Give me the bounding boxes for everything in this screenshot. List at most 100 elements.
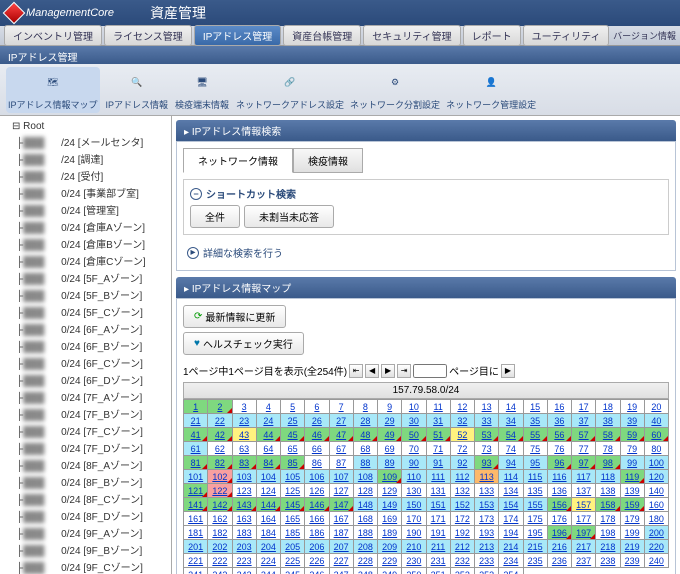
ip-cell[interactable]: 196 (547, 526, 571, 540)
ip-cell[interactable]: 233 (475, 554, 499, 568)
ip-cell[interactable]: 224 (256, 554, 280, 568)
inner-tab[interactable]: 検疫情報 (293, 148, 363, 173)
ip-cell[interactable]: 115 (523, 470, 547, 484)
ip-cell[interactable]: 169 (378, 512, 402, 526)
ip-cell[interactable]: 142 (208, 498, 232, 512)
ip-cell[interactable]: 32 (450, 414, 474, 428)
tool-item[interactable]: ⚙ネットワーク分割設定 (350, 69, 440, 111)
ip-cell[interactable]: 217 (572, 540, 596, 554)
tree-node[interactable]: ├███/24 [調達] (2, 150, 169, 167)
ip-cell[interactable]: 162 (208, 512, 232, 526)
ip-cell[interactable]: 64 (256, 442, 280, 456)
ip-cell[interactable]: 20 (644, 400, 668, 414)
ip-cell[interactable]: 69 (378, 442, 402, 456)
ip-cell[interactable]: 109 (378, 470, 402, 484)
ip-cell[interactable]: 23 (232, 414, 256, 428)
ip-cell[interactable]: 244 (256, 568, 280, 574)
ip-cell[interactable]: 79 (620, 442, 644, 456)
ip-cell[interactable]: 121 (184, 484, 208, 498)
ip-cell[interactable]: 18 (596, 400, 620, 414)
ip-cell[interactable]: 29 (378, 414, 402, 428)
ip-cell[interactable]: 31 (426, 414, 450, 428)
ip-cell[interactable]: 158 (596, 498, 620, 512)
ip-cell[interactable]: 218 (596, 540, 620, 554)
ip-cell[interactable]: 237 (572, 554, 596, 568)
refresh-button[interactable]: ⟳最新情報に更新 (183, 305, 286, 328)
ip-cell[interactable]: 34 (499, 414, 523, 428)
tree-node[interactable]: ├███0/24 [5F_Aゾーン] (2, 269, 169, 286)
ip-cell[interactable]: 210 (402, 540, 426, 554)
tree-node[interactable]: ├███0/24 [管理室] (2, 201, 169, 218)
ip-cell[interactable]: 144 (256, 498, 280, 512)
ip-cell[interactable]: 254 (499, 568, 523, 574)
ip-cell[interactable]: 112 (450, 470, 474, 484)
ip-cell[interactable]: 2 (208, 400, 232, 414)
ip-cell[interactable]: 138 (596, 484, 620, 498)
ip-cell[interactable]: 60 (644, 428, 668, 442)
ip-cell[interactable]: 228 (353, 554, 377, 568)
ip-cell[interactable]: 103 (232, 470, 256, 484)
ip-cell[interactable]: 188 (353, 526, 377, 540)
ip-cell[interactable]: 186 (305, 526, 329, 540)
ip-cell[interactable]: 143 (232, 498, 256, 512)
ip-cell[interactable]: 170 (402, 512, 426, 526)
tree-node[interactable]: ├███0/24 [5F_Cゾーン] (2, 303, 169, 320)
ip-cell[interactable]: 65 (281, 442, 305, 456)
ip-cell[interactable]: 46 (305, 428, 329, 442)
ip-cell[interactable]: 127 (329, 484, 353, 498)
ip-cell[interactable]: 52 (450, 428, 474, 442)
ip-cell[interactable]: 47 (329, 428, 353, 442)
ip-cell[interactable]: 66 (305, 442, 329, 456)
pager-go[interactable]: ▶ (501, 364, 515, 378)
ip-cell[interactable]: 86 (305, 456, 329, 470)
ip-cell[interactable]: 76 (547, 442, 571, 456)
ip-cell[interactable]: 83 (232, 456, 256, 470)
ip-cell[interactable]: 166 (305, 512, 329, 526)
ip-cell[interactable]: 118 (596, 470, 620, 484)
pager-prev[interactable]: ◀ (365, 364, 379, 378)
ip-cell[interactable]: 208 (353, 540, 377, 554)
ip-cell[interactable]: 197 (572, 526, 596, 540)
ip-cell[interactable]: 173 (475, 512, 499, 526)
ip-cell[interactable]: 82 (208, 456, 232, 470)
ip-cell[interactable]: 221 (184, 554, 208, 568)
tree-node[interactable]: ├███0/24 [事業部ブ室] (2, 184, 169, 201)
healthcheck-button[interactable]: ♥ヘルスチェック実行 (183, 332, 304, 355)
ip-cell[interactable]: 19 (620, 400, 644, 414)
ip-cell[interactable]: 234 (499, 554, 523, 568)
ip-cell[interactable]: 36 (547, 414, 571, 428)
ip-cell[interactable]: 140 (644, 484, 668, 498)
ip-cell[interactable]: 199 (620, 526, 644, 540)
ip-cell[interactable]: 133 (475, 484, 499, 498)
ip-cell[interactable]: 4 (256, 400, 280, 414)
tree-node[interactable]: ├███0/24 [5F_Bゾーン] (2, 286, 169, 303)
tree-node[interactable]: ├███0/24 [8F_Dゾーン] (2, 507, 169, 524)
ip-cell[interactable]: 239 (620, 554, 644, 568)
version-link[interactable]: バージョン情報 (613, 29, 676, 42)
ip-cell[interactable]: 147 (329, 498, 353, 512)
ip-cell[interactable]: 28 (353, 414, 377, 428)
ip-cell[interactable]: 189 (378, 526, 402, 540)
ip-cell[interactable]: 212 (450, 540, 474, 554)
ip-cell[interactable]: 235 (523, 554, 547, 568)
ip-cell[interactable]: 58 (596, 428, 620, 442)
menu-tab[interactable]: ユーティリティ (523, 25, 610, 46)
ip-cell[interactable]: 9 (378, 400, 402, 414)
ip-cell[interactable]: 223 (232, 554, 256, 568)
ip-cell[interactable]: 35 (523, 414, 547, 428)
ip-cell[interactable]: 187 (329, 526, 353, 540)
ip-cell[interactable]: 93 (475, 456, 499, 470)
ip-cell[interactable]: 12 (450, 400, 474, 414)
ip-cell[interactable]: 136 (547, 484, 571, 498)
ip-cell[interactable]: 104 (256, 470, 280, 484)
tree-node[interactable]: ├███0/24 [6F_Aゾーン] (2, 320, 169, 337)
ip-cell[interactable]: 10 (402, 400, 426, 414)
ip-cell[interactable]: 117 (572, 470, 596, 484)
ip-cell[interactable]: 252 (450, 568, 474, 574)
ip-cell[interactable]: 251 (426, 568, 450, 574)
pager-first[interactable]: ⇤ (349, 364, 363, 378)
ip-cell[interactable]: 88 (353, 456, 377, 470)
ip-cell[interactable]: 132 (450, 484, 474, 498)
ip-cell[interactable]: 70 (402, 442, 426, 456)
ip-cell[interactable]: 51 (426, 428, 450, 442)
